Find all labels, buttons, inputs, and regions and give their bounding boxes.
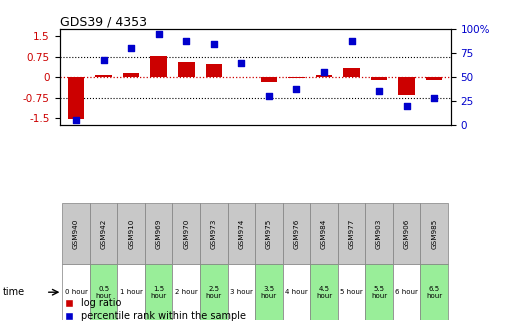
Bar xyxy=(421,203,448,264)
Text: 3.5
hour: 3.5 hour xyxy=(261,286,277,299)
Bar xyxy=(118,264,145,320)
Text: GSM973: GSM973 xyxy=(211,218,217,249)
Bar xyxy=(123,73,139,77)
Bar xyxy=(200,264,227,320)
Legend: log ratio, percentile rank within the sample: log ratio, percentile rank within the sa… xyxy=(64,297,247,322)
Bar xyxy=(398,77,415,95)
Point xyxy=(375,89,383,94)
Bar xyxy=(365,203,393,264)
Text: GSM940: GSM940 xyxy=(73,218,79,249)
Bar xyxy=(178,62,195,77)
Bar xyxy=(227,203,255,264)
Bar xyxy=(283,264,310,320)
Text: 4.5
hour: 4.5 hour xyxy=(316,286,332,299)
Point xyxy=(154,32,163,37)
Text: GSM974: GSM974 xyxy=(238,218,244,249)
Point xyxy=(210,41,218,46)
Text: GSM942: GSM942 xyxy=(100,218,107,249)
Point xyxy=(430,95,438,101)
Text: 0 hour: 0 hour xyxy=(65,289,88,295)
Point xyxy=(127,46,135,51)
Bar xyxy=(426,77,442,80)
Point xyxy=(320,70,328,75)
Bar xyxy=(145,264,172,320)
Text: 1 hour: 1 hour xyxy=(120,289,142,295)
Bar xyxy=(393,203,421,264)
Text: GSM984: GSM984 xyxy=(321,218,327,249)
Text: 2 hour: 2 hour xyxy=(175,289,198,295)
Text: 5.5
hour: 5.5 hour xyxy=(371,286,387,299)
Text: 2.5
hour: 2.5 hour xyxy=(206,286,222,299)
Point xyxy=(265,94,273,99)
Point xyxy=(348,38,356,43)
Bar xyxy=(68,77,84,119)
Bar xyxy=(150,56,167,77)
Text: 6 hour: 6 hour xyxy=(395,289,418,295)
Bar xyxy=(315,75,332,77)
Text: GSM969: GSM969 xyxy=(156,218,162,249)
Text: GSM985: GSM985 xyxy=(431,218,437,249)
Bar xyxy=(90,264,118,320)
Bar xyxy=(283,203,310,264)
Point xyxy=(292,86,300,91)
Bar xyxy=(310,264,338,320)
Point xyxy=(72,117,80,123)
Bar xyxy=(200,203,227,264)
Bar xyxy=(62,203,90,264)
Text: 1.5
hour: 1.5 hour xyxy=(151,286,167,299)
Text: 4 hour: 4 hour xyxy=(285,289,308,295)
Bar xyxy=(255,203,283,264)
Bar xyxy=(343,68,360,77)
Bar xyxy=(338,264,365,320)
Bar xyxy=(172,264,200,320)
Bar xyxy=(206,64,222,77)
Bar xyxy=(227,264,255,320)
Bar xyxy=(62,264,90,320)
Bar xyxy=(421,264,448,320)
Text: GSM977: GSM977 xyxy=(349,218,354,249)
Point xyxy=(182,38,191,43)
Text: GSM903: GSM903 xyxy=(376,218,382,249)
Text: GSM976: GSM976 xyxy=(293,218,299,249)
Bar xyxy=(95,75,112,77)
Bar xyxy=(371,77,387,80)
Bar xyxy=(393,264,421,320)
Text: GSM906: GSM906 xyxy=(404,218,410,249)
Point xyxy=(402,103,411,108)
Text: 6.5
hour: 6.5 hour xyxy=(426,286,442,299)
Text: GSM910: GSM910 xyxy=(128,218,134,249)
Bar xyxy=(255,264,283,320)
Text: 5 hour: 5 hour xyxy=(340,289,363,295)
Point xyxy=(99,57,108,62)
Text: 0.5
hour: 0.5 hour xyxy=(96,286,112,299)
Text: GSM970: GSM970 xyxy=(183,218,189,249)
Bar xyxy=(288,77,305,78)
Bar xyxy=(118,203,145,264)
Bar xyxy=(338,203,365,264)
Text: GSM975: GSM975 xyxy=(266,218,272,249)
Text: time: time xyxy=(3,287,25,297)
Text: GDS39 / 4353: GDS39 / 4353 xyxy=(60,15,147,28)
Bar xyxy=(90,203,118,264)
Bar xyxy=(310,203,338,264)
Point xyxy=(237,60,246,65)
Text: 3 hour: 3 hour xyxy=(230,289,253,295)
Bar xyxy=(172,203,200,264)
Bar xyxy=(261,77,277,82)
Bar xyxy=(365,264,393,320)
Bar xyxy=(145,203,172,264)
